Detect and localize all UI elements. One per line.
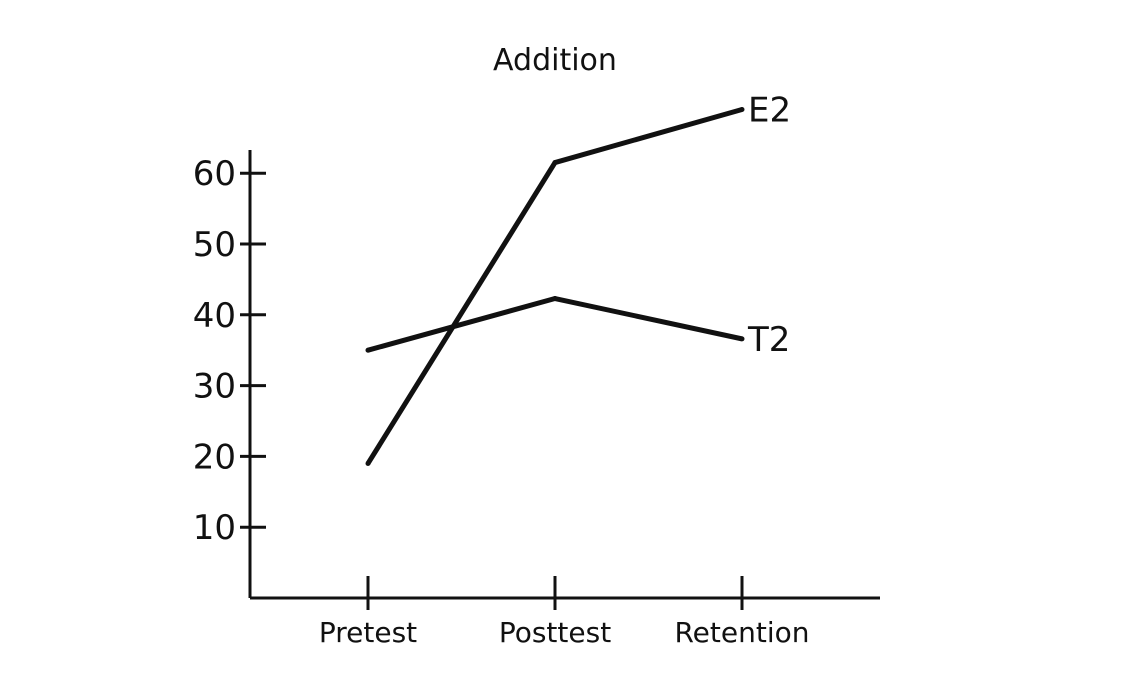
data-point-t2 xyxy=(739,336,745,342)
chart-title: Addition xyxy=(493,43,617,78)
data-point-t2 xyxy=(552,296,558,302)
data-point-e2 xyxy=(552,160,558,166)
data-point-e2 xyxy=(365,460,371,466)
y-tick-label: 50 xyxy=(193,225,236,265)
series-label-e2: E2 xyxy=(748,90,791,130)
series-line-t2 xyxy=(367,296,743,353)
y-tick-label: 60 xyxy=(193,154,236,194)
series-label-t2: T2 xyxy=(747,320,790,360)
x-tick-label: Retention xyxy=(674,616,809,649)
y-tick-label: 30 xyxy=(193,367,236,407)
data-point-e2 xyxy=(739,106,745,112)
y-tick-label: 10 xyxy=(193,508,236,548)
x-tick-label: Pretest xyxy=(319,616,417,649)
y-tick-label: 20 xyxy=(193,437,236,477)
x-tick-label: Posttest xyxy=(499,616,611,649)
y-tick-label: 40 xyxy=(193,296,236,336)
data-point-t2 xyxy=(365,347,371,353)
